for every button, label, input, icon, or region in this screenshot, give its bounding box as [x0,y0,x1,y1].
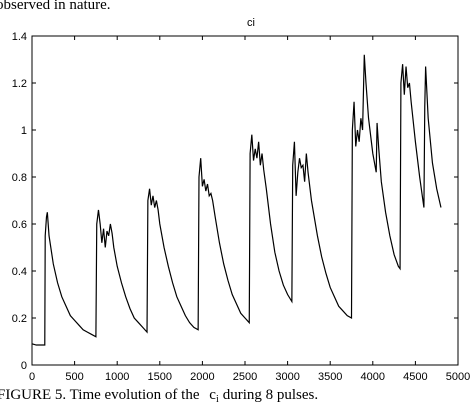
y-tick-label: 0.8 [12,172,27,184]
y-tick-label: 1.2 [12,78,27,90]
caption-tail: during 8 pulses. [223,387,318,403]
y-tick-label: 0 [21,360,27,372]
caption-lead: FIGURE 5. Time evolution of the [0,387,200,403]
x-tick-label: 5000 [446,371,470,383]
chart-title: ci [247,17,255,29]
y-tick-label: 0.4 [12,266,27,278]
text-above: observed in nature. [0,0,111,13]
y-tick-label: 0.6 [12,219,27,231]
x-tick-label: 2500 [233,371,257,383]
x-tick-label: 0 [29,371,35,383]
y-tick-label: 0.2 [12,313,27,325]
caption-subscript: i [216,394,219,404]
x-tick-label: 2000 [190,371,214,383]
y-tick-label: 1 [21,125,27,137]
x-tick-label: 3000 [275,371,299,383]
y-tick-label: 1.4 [12,31,27,43]
data-line [31,54,442,346]
caption: FIGURE 5. Time evolution of the ci during… [0,387,318,404]
x-tick-label: 4000 [361,371,385,383]
x-tick-label: 4500 [403,371,427,383]
x-tick-label: 500 [65,371,83,383]
x-tick-label: 3500 [318,371,342,383]
caption-symbol: c [209,387,216,403]
x-tick-label: 1000 [105,371,129,383]
x-tick-label: 1500 [148,371,172,383]
